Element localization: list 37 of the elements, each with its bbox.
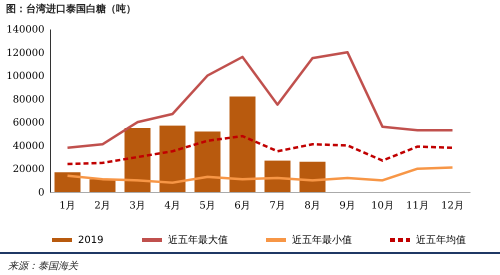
y-tick-label: 0 bbox=[38, 188, 44, 198]
x-tick-label: 10月 bbox=[371, 200, 394, 212]
x-tick-label: 4月 bbox=[164, 200, 181, 212]
legend-label: 2019 bbox=[78, 235, 104, 246]
x-tick-label: 8月 bbox=[304, 200, 321, 212]
x-tick-label: 5月 bbox=[199, 200, 216, 212]
y-tick-label: 140000 bbox=[6, 24, 44, 36]
x-tick-label: 11月 bbox=[406, 200, 429, 212]
x-tick-label: 6月 bbox=[234, 200, 251, 212]
line-series bbox=[66, 166, 454, 184]
y-tick-label: 20000 bbox=[12, 164, 44, 176]
line-series bbox=[66, 134, 454, 166]
legend-label: 近五年最小值 bbox=[292, 234, 352, 246]
bar bbox=[300, 162, 326, 192]
bar bbox=[264, 160, 290, 192]
bar bbox=[54, 172, 80, 192]
legend-label: 近五年最大值 bbox=[168, 234, 228, 246]
x-tick-label: 3月 bbox=[129, 200, 146, 212]
y-tick-label: 100000 bbox=[6, 71, 44, 82]
y-tick-label: 80000 bbox=[12, 94, 44, 106]
legend-label: 近五年均值 bbox=[416, 234, 466, 246]
x-tick-label: 7月 bbox=[269, 200, 286, 212]
line-series bbox=[66, 51, 454, 150]
bar bbox=[230, 96, 256, 192]
chart-title: 图：台湾进口泰国白糖（吨） bbox=[6, 2, 136, 16]
y-tick-label: 60000 bbox=[12, 118, 44, 129]
x-tick-label: 1月 bbox=[59, 200, 76, 212]
x-tick-label: 2月 bbox=[94, 200, 111, 212]
y-tick-label: 120000 bbox=[6, 48, 44, 59]
bar bbox=[124, 128, 150, 192]
bar bbox=[160, 126, 186, 192]
source-note: 来源：泰国海关 bbox=[8, 260, 78, 273]
x-tick-label: 12月 bbox=[441, 200, 464, 212]
bar bbox=[194, 131, 220, 192]
x-tick-label: 9月 bbox=[339, 200, 356, 212]
bar bbox=[90, 179, 116, 192]
y-tick-label: 40000 bbox=[12, 140, 44, 152]
